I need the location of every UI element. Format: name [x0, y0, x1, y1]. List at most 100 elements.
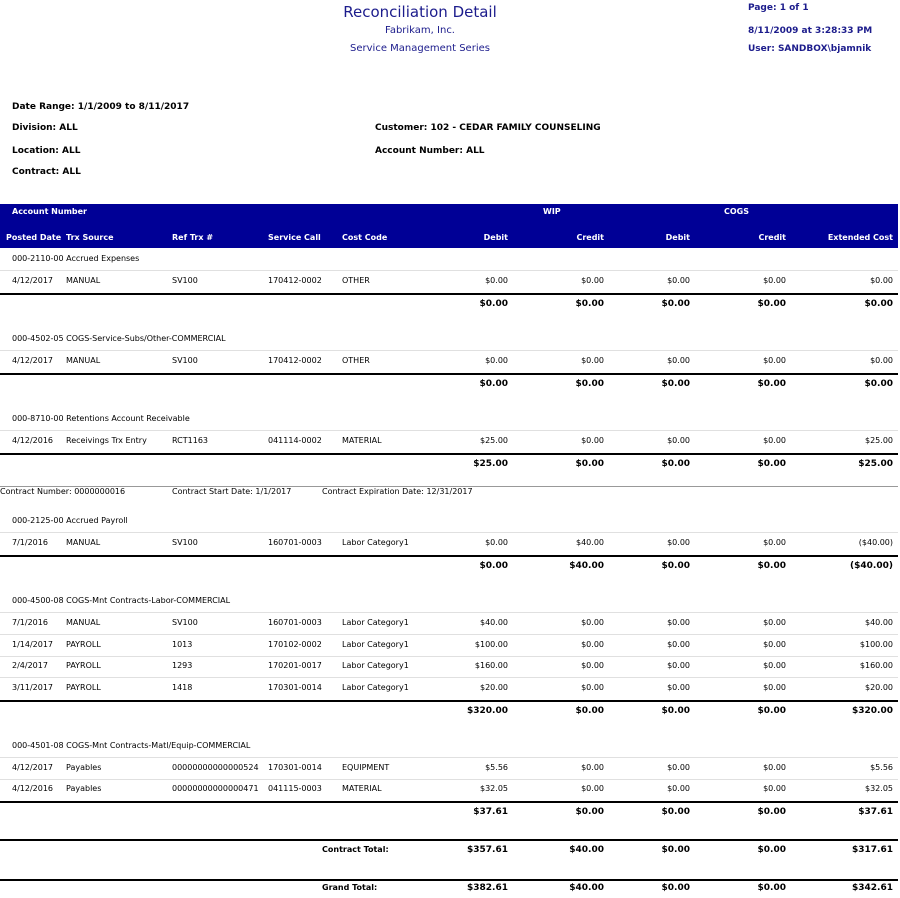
total-label: Grand Total:	[322, 883, 378, 892]
cell: $0.00	[763, 538, 786, 547]
cell: $0.00	[485, 356, 508, 365]
total: $0.00	[661, 807, 690, 817]
cell: $100.00	[474, 639, 508, 649]
cell: $0.00	[763, 784, 786, 793]
total-rule	[0, 879, 898, 881]
column-header: Credit	[758, 233, 786, 242]
cell: MANUAL	[66, 538, 101, 547]
total: $40.00	[569, 883, 604, 893]
total: $0.00	[479, 379, 508, 389]
cell: RCT1163	[172, 436, 208, 445]
total: $0.00	[757, 845, 786, 855]
cell: 170201-0017	[268, 661, 322, 670]
row-divider	[0, 350, 898, 351]
total: $0.00	[575, 459, 604, 469]
cell: $0.00	[581, 436, 604, 445]
cell: MATERIAL	[342, 784, 382, 793]
total: $0.00	[479, 299, 508, 309]
total: $37.61	[858, 807, 893, 817]
column-header: Debit	[483, 233, 508, 242]
cell: 170301-0014	[268, 762, 322, 772]
filter: Date Range: 1/1/2009 to 8/11/2017	[12, 102, 190, 112]
total: $0.00	[661, 883, 690, 893]
total: $342.61	[852, 883, 893, 893]
cell: $0.00	[667, 682, 690, 692]
contract-info: Contract Start Date: 1/1/2017	[172, 487, 292, 496]
cell: 4/12/2017	[12, 276, 54, 285]
total: $40.00	[569, 561, 604, 571]
total: ($40.00)	[850, 561, 893, 571]
total: $0.00	[757, 883, 786, 893]
total: $0.00	[661, 299, 690, 309]
cell: MANUAL	[66, 618, 101, 627]
cell: $0.00	[581, 784, 604, 793]
cell: OTHER	[342, 356, 370, 365]
total: $382.61	[467, 883, 508, 893]
cell: $0.00	[485, 538, 508, 547]
cell: 160701-0003	[268, 618, 322, 627]
account-label: 000-4500-08 COGS-Mnt Contracts-Labor-COM…	[12, 596, 231, 605]
cell: 1418	[172, 682, 193, 692]
filter: Contract: ALL	[12, 167, 81, 177]
cell: 1/14/2017	[12, 639, 54, 649]
cell: 170412-0002	[268, 276, 322, 285]
total: $25.00	[473, 459, 508, 469]
cell: SV100	[172, 618, 198, 627]
cell: $0.00	[667, 538, 690, 547]
account-label: 000-8710-00 Retentions Account Receivabl…	[12, 414, 190, 423]
total: $0.00	[757, 299, 786, 309]
total: $0.00	[864, 379, 893, 389]
cell: Payables	[66, 784, 102, 793]
column-header: Trx Source	[66, 233, 114, 242]
column-header: Debit	[665, 233, 690, 242]
cell: OTHER	[342, 276, 370, 285]
cell: PAYROLL	[66, 639, 101, 649]
cell: $0.00	[581, 356, 604, 365]
total: $0.00	[575, 299, 604, 309]
filter: Account Number: ALL	[375, 146, 485, 156]
total: $0.00	[575, 379, 604, 389]
column-header: Cost Code	[342, 233, 388, 242]
column-header: Credit	[576, 233, 604, 242]
cell: $0.00	[763, 436, 786, 445]
cell: $40.00	[576, 538, 604, 547]
column-group: COGS	[724, 207, 749, 216]
total-rule	[0, 453, 898, 455]
cell: Labor Category1	[342, 618, 409, 627]
cell: $40.00	[865, 618, 893, 627]
account-label: 000-2125-00 Accrued Payroll	[12, 516, 128, 525]
cell: $25.00	[865, 436, 893, 445]
cell: Labor Category1	[342, 639, 409, 649]
column-group: WIP	[543, 207, 561, 216]
total: $320.00	[852, 705, 893, 716]
total: $0.00	[661, 845, 690, 855]
row-divider	[0, 532, 898, 533]
cell: $0.00	[870, 356, 893, 365]
cell: 4/12/2017	[12, 762, 54, 772]
total: $0.00	[757, 379, 786, 389]
cell: $0.00	[581, 618, 604, 627]
column-header: Ref Trx #	[172, 233, 214, 242]
cell: 4/12/2017	[12, 356, 54, 365]
cell: PAYROLL	[66, 661, 101, 670]
cell: SV100	[172, 356, 198, 365]
row-divider	[0, 677, 898, 678]
filter: Customer: 102 - CEDAR FAMILY COUNSELING	[375, 123, 601, 133]
cell: $40.00	[480, 618, 508, 627]
column-header: Service Call	[268, 233, 321, 242]
cell: $0.00	[667, 784, 690, 793]
total: $320.00	[467, 705, 508, 716]
cell: 1293	[172, 661, 193, 670]
total: $0.00	[757, 561, 786, 571]
total: $0.00	[661, 379, 690, 389]
cell: $25.00	[480, 436, 508, 445]
company: Fabrikam, Inc.	[384, 25, 455, 36]
cell: $0.00	[581, 661, 604, 670]
report-title: Reconciliation Detail	[343, 3, 497, 21]
row-divider	[0, 778, 898, 780]
cell: ($40.00)	[858, 538, 893, 547]
cell: MANUAL	[66, 276, 101, 285]
cell: 00000000000000524	[172, 762, 259, 772]
cell: $20.00	[865, 682, 893, 692]
